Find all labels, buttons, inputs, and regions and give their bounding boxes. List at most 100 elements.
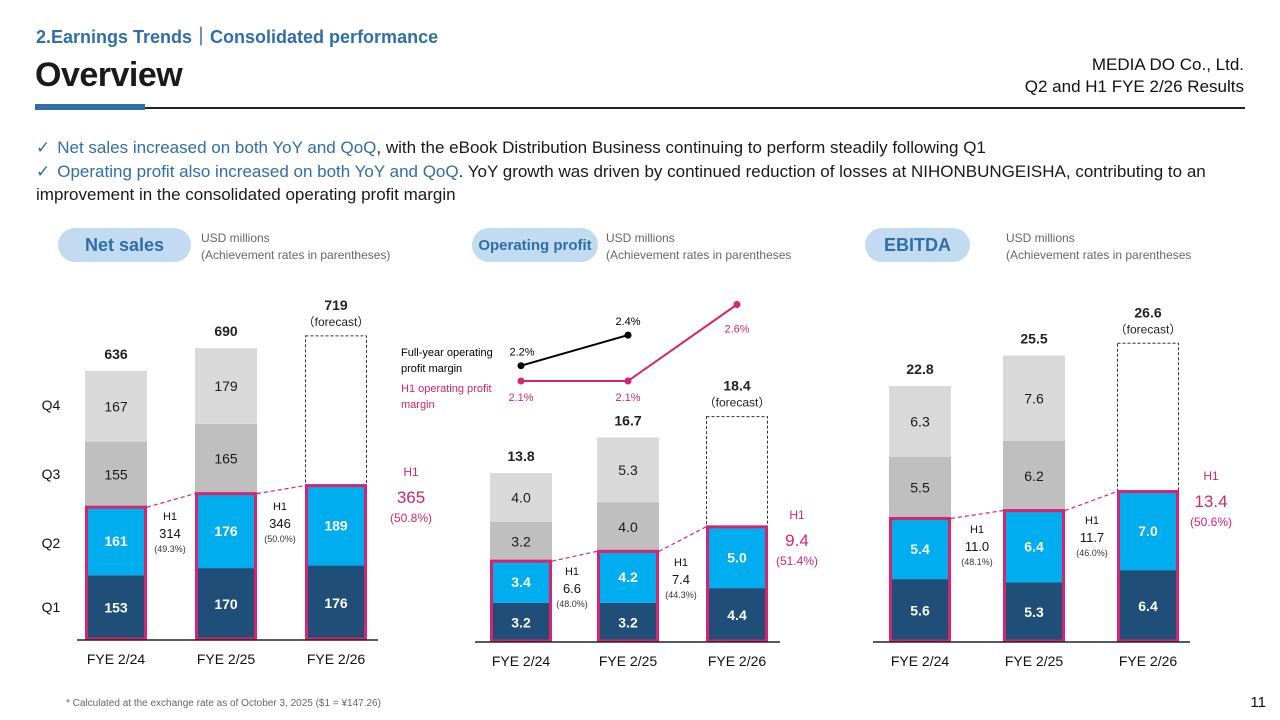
- net-sales-category-label: FYE 2/24: [87, 651, 146, 667]
- ebitda-bar-q1: [1003, 582, 1065, 642]
- operating-profit-bar-q4: [490, 472, 552, 522]
- net-sales-h1-label: H1: [163, 511, 177, 523]
- net-sales-unit-note: USD millions (Achievement rates in paren…: [201, 230, 390, 264]
- operating-profit-h1-highlight: [706, 525, 768, 643]
- net-sales-bar-q4: [85, 370, 147, 442]
- title-accent-bar: [35, 104, 145, 110]
- section-label: 2.Earnings Trends｜Consolidated performan…: [36, 27, 439, 47]
- net-sales-h1-value: 346: [269, 516, 291, 531]
- report-name: Q2 and H1 FYE 2/26 Results: [1024, 77, 1244, 96]
- net-sales-segment-label: 161: [104, 533, 128, 549]
- ebitda-h1-highlight: [1003, 509, 1065, 643]
- ebitda-bar-q3: [889, 456, 951, 519]
- operating-profit-segment-label: 4.0: [511, 489, 531, 505]
- ebitda-segment-label: 6.2: [1024, 468, 1044, 484]
- ebitda-bar-q2: [889, 518, 951, 580]
- bullet-highlight: Net sales increased on both YoY and QoQ: [57, 138, 377, 157]
- operating-profit-segment-label: 4.4: [727, 607, 747, 623]
- h1-margin-point: [733, 301, 741, 308]
- ebitda-category-label: FYE 2/25: [1005, 653, 1064, 669]
- achievement-note: (Achievement rates in parentheses: [1006, 248, 1192, 262]
- operating-profit-h1-highlight: [597, 549, 659, 643]
- quarter-label: Q3: [42, 466, 61, 482]
- ebitda-bar-q1: [1117, 570, 1179, 642]
- net-sales-segment-label: 179: [214, 378, 238, 394]
- checkmark-icon: ✓: [36, 138, 51, 157]
- ebitda-h1-rate: (46.0%): [1076, 548, 1108, 558]
- ebitda-unit-note: USD millions (Achievement rates in paren…: [1006, 230, 1191, 264]
- net-sales-segment-label: 176: [214, 523, 238, 539]
- net-sales-h1-connector: [256, 485, 306, 495]
- operating-profit-bar-q3: [597, 502, 659, 552]
- ebitda-segment-label: 6.4: [1138, 598, 1158, 614]
- net-sales-bar-q2: [85, 507, 147, 576]
- full-year-margin-line: [520, 334, 629, 367]
- operating-profit-bar-q2: [706, 526, 768, 589]
- operating-profit-category-label: FYE 2/24: [492, 653, 551, 669]
- operating-profit-forecast-outline: [706, 416, 768, 528]
- operating-profit-bar-q1: [706, 588, 768, 642]
- page-title: Overview: [35, 56, 183, 94]
- net-sales-segment-label: 165: [214, 451, 238, 467]
- net-sales-bar-q2: [195, 493, 257, 569]
- ebitda-h1-connector: [950, 510, 1004, 520]
- operating-profit-total-label: 18.4: [723, 378, 750, 394]
- bullet-text: . YoY growth was driven by continued red…: [36, 162, 1206, 204]
- net-sales-h1-connector: [146, 493, 196, 508]
- operating-profit-segment-label: 3.4: [511, 574, 531, 590]
- operating-profit-h1-label: H1: [789, 508, 805, 522]
- bullet-highlight: Operating profit also increased on both …: [57, 162, 459, 181]
- page-number: 11: [1250, 694, 1266, 711]
- quarter-label: Q4: [42, 397, 61, 413]
- ebitda-segment-label: 5.4: [910, 541, 930, 557]
- operating-profit-unit-note: USD millions (Achievement rates in paren…: [606, 230, 791, 264]
- unit-label: USD millions: [1006, 231, 1075, 245]
- ebitda-total-label: 25.5: [1020, 331, 1047, 347]
- net-sales-bar-q1: [195, 568, 257, 640]
- ebitda-bar-q2: [1003, 510, 1065, 583]
- ebitda-bar-q1: [889, 579, 951, 642]
- operating-profit-h1-value: 9.4: [785, 531, 809, 550]
- ebitda-bar-q2: [1117, 491, 1179, 571]
- operating-profit-category-label: FYE 2/26: [708, 653, 767, 669]
- bullet-operating-profit: ✓ Operating profit also increased on both…: [36, 160, 1236, 206]
- ebitda-h1-value: 13.4: [1194, 492, 1227, 511]
- net-sales-h1-label: H1: [403, 465, 419, 479]
- ebitda-h1-rate: (48.1%): [961, 557, 993, 567]
- ebitda-segment-label: 6.3: [910, 413, 930, 429]
- ebitda-bar-q4: [889, 385, 951, 457]
- ebitda-h1-highlight: [889, 516, 951, 643]
- full-year-margin-label: 2.4%: [615, 316, 640, 328]
- net-sales-category-label: FYE 2/25: [197, 651, 256, 667]
- net-sales-h1-rate: (50.0%): [264, 534, 296, 544]
- ebitda-bar-q3: [1003, 440, 1065, 511]
- operating-profit-segment-label: 3.2: [511, 534, 531, 550]
- net-sales-h1-rate: (50.8%): [390, 511, 432, 525]
- net-sales-forecast-label: （forecast）: [303, 315, 370, 329]
- operating-profit-bar-q2: [490, 561, 552, 603]
- operating-profit-h1-rate: (48.0%): [556, 599, 588, 609]
- quarter-label: Q2: [42, 535, 61, 551]
- operating-profit-bar-q3: [490, 521, 552, 562]
- ebitda-bar-q4: [1003, 355, 1065, 441]
- operating-profit-bar-q1: [490, 602, 552, 642]
- net-sales-total-label: 690: [214, 323, 238, 339]
- net-sales-h1-value: 314: [159, 526, 181, 541]
- ebitda-forecast-label: （forecast）: [1115, 322, 1182, 336]
- net-sales-bar-q3: [85, 441, 147, 508]
- ebitda-forecast-outline: [1117, 342, 1179, 493]
- operating-profit-h1-highlight: [490, 559, 552, 643]
- ebitda-category-label: FYE 2/24: [891, 653, 950, 669]
- ebitda-h1-rate: (50.6%): [1190, 515, 1232, 529]
- quarter-label: Q1: [42, 599, 61, 615]
- full-year-margin-label: 2.2%: [509, 347, 534, 359]
- operating-profit-h1-value: 7.4: [672, 572, 690, 587]
- net-sales-segment-label: 153: [104, 600, 128, 616]
- ebitda-h1-highlight: [1117, 490, 1179, 643]
- h1-margin-label: 2.1%: [508, 392, 533, 404]
- achievement-note: (Achievement rates in parentheses): [201, 248, 391, 262]
- operating-profit-h1-connector: [658, 526, 707, 552]
- operating-profit-segment-label: 3.2: [618, 614, 638, 630]
- checkmark-icon: ✓: [36, 162, 51, 181]
